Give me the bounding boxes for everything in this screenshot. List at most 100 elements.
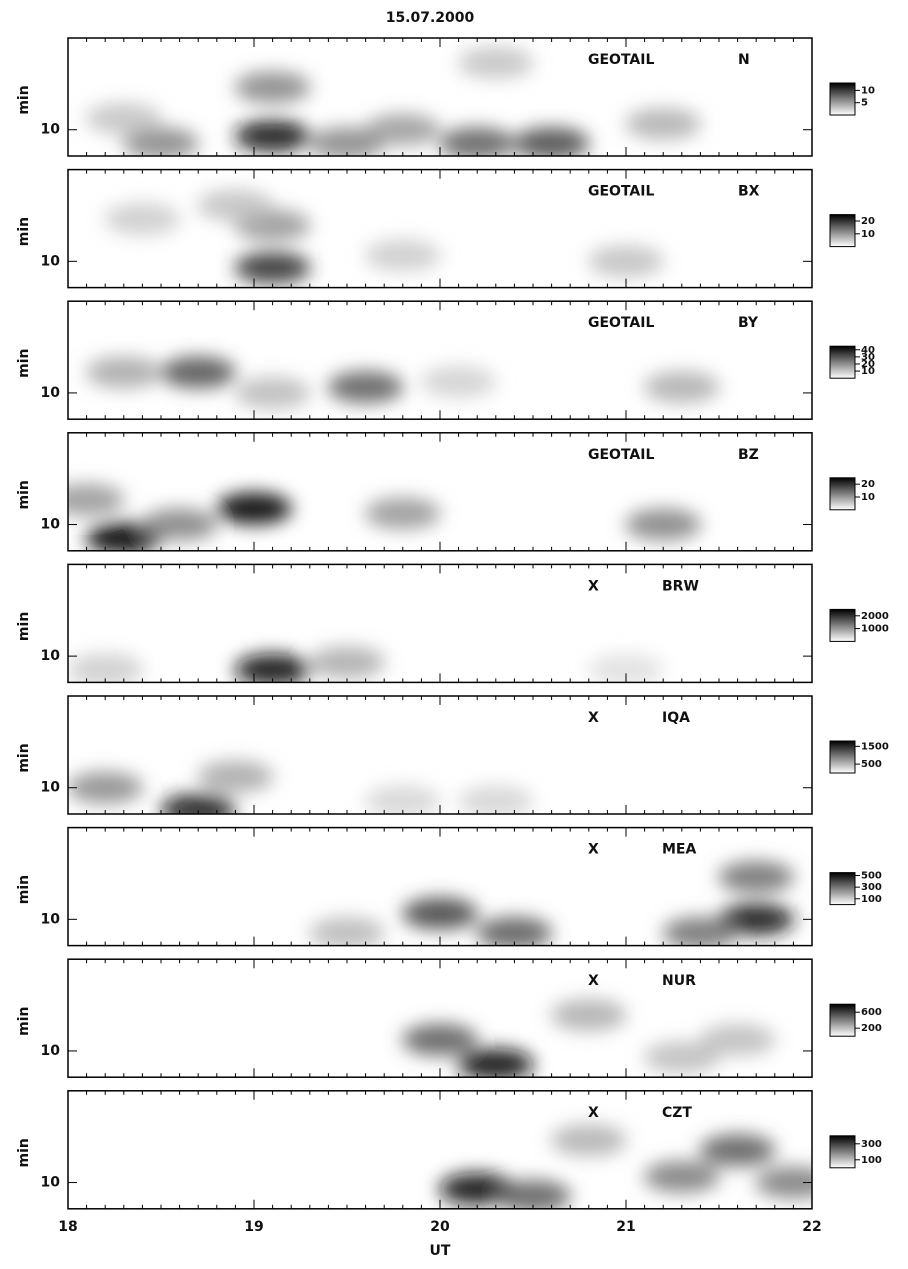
colorbar-tick-label: 10 [861, 229, 875, 240]
y-tick-label: 10 [41, 122, 61, 138]
panel-frame [67, 563, 813, 684]
heatmap-blur [85, 46, 702, 156]
intensity-peak [85, 356, 162, 389]
parameter-label: BZ [738, 447, 759, 463]
parameter-label: MEA [662, 842, 696, 858]
parameter-label: N [738, 52, 750, 68]
intensity-peak [364, 239, 441, 272]
source-label: GEOTAIL [588, 315, 654, 331]
colorbar-tick-label: 5 [861, 98, 868, 109]
x-tick-label: 21 [616, 1219, 635, 1235]
intensity-peak [68, 653, 144, 683]
intensity-peak [699, 1134, 776, 1167]
intensity-peak [68, 771, 144, 804]
intensity-peak [364, 785, 441, 814]
x-tick-label: 20 [430, 1219, 450, 1235]
y-axis-label: min [16, 612, 32, 641]
intensity-peak [216, 492, 292, 525]
intensity-peak [402, 897, 478, 930]
colorbar [829, 214, 856, 248]
intensity-peak [643, 1160, 720, 1193]
y-axis-label: min [16, 217, 32, 246]
intensity-peak [234, 71, 311, 104]
colorbar [829, 740, 856, 774]
y-axis-label: min [16, 480, 32, 509]
heatmap-blur [68, 483, 702, 551]
intensity-peak [457, 785, 534, 814]
parameter-label: BRW [662, 578, 699, 594]
intensity-peak [234, 120, 311, 153]
intensity-peak [550, 1124, 627, 1157]
intensity-peak [197, 189, 274, 222]
intensity-peak [550, 999, 627, 1032]
y-tick-label: 10 [41, 1043, 61, 1059]
intensity-peak [625, 508, 702, 541]
y-axis-label: min [16, 743, 32, 772]
colorbar [829, 82, 856, 116]
colorbar-tick-label: 10 [861, 366, 875, 377]
intensity-peak [85, 102, 162, 135]
y-tick-label: 10 [41, 385, 61, 401]
colorbar [829, 1003, 856, 1037]
colorbar-tick-label: 20 [861, 479, 875, 490]
intensity-peak [588, 653, 664, 683]
heatmap-blur [309, 861, 795, 946]
y-tick-label: 10 [41, 1175, 61, 1191]
colorbar [829, 345, 856, 379]
y-tick-label: 10 [41, 253, 61, 269]
heatmap-blur [68, 760, 534, 814]
heatmap [104, 189, 664, 284]
intensity-peak [327, 371, 404, 404]
y-tick-label: 10 [41, 517, 61, 533]
heatmap [309, 861, 795, 946]
heatmap [439, 1124, 812, 1209]
intensity-peak [309, 646, 385, 679]
intensity-peak [420, 365, 497, 398]
colorbar-tick-label: 2000 [861, 611, 889, 622]
x-tick-label: 22 [802, 1219, 821, 1235]
colorbar-tick-label: 300 [861, 1139, 882, 1150]
intensity-peak [364, 113, 441, 146]
parameter-label: CZT [662, 1105, 692, 1121]
colorbar-tick-label: 1000 [861, 624, 889, 635]
source-label: GEOTAIL [588, 184, 654, 200]
colorbar [829, 1135, 856, 1169]
colorbar-tick-label: 100 [861, 894, 882, 905]
intensity-peak [141, 508, 218, 541]
intensity-peak [457, 46, 534, 79]
intensity-peak [718, 903, 795, 936]
heatmap [85, 46, 702, 156]
colorbar-tick-label: 500 [861, 759, 882, 770]
intensity-peak [160, 356, 237, 389]
colorbar [829, 872, 856, 906]
intensity-peak [104, 203, 181, 236]
intensity-peak [439, 127, 516, 156]
heatmap [402, 999, 776, 1078]
intensity-peak [234, 251, 311, 284]
intensity-peak [718, 861, 795, 894]
heatmap [85, 356, 720, 409]
colorbar [829, 477, 856, 511]
parameter-label: NUR [662, 973, 696, 989]
x-axis-label: UT [430, 1243, 451, 1259]
source-label: X [588, 710, 599, 726]
x-tick-label: 19 [244, 1219, 263, 1235]
y-axis-label: min [16, 875, 32, 904]
source-label: GEOTAIL [588, 52, 654, 68]
intensity-peak [662, 916, 739, 946]
intensity-peak [588, 245, 664, 278]
intensity-peak [755, 1166, 812, 1199]
x-tick-label: 18 [58, 1219, 77, 1235]
heatmap-blur [104, 189, 664, 284]
colorbar-tick-label: 200 [861, 1023, 882, 1034]
y-axis-label: min [16, 349, 32, 378]
intensity-peak [234, 376, 311, 409]
parameter-label: BY [738, 315, 759, 331]
colorbar-tick-label: 10 [861, 492, 875, 503]
intensity-peak [160, 793, 237, 814]
colorbar-tick-label: 100 [861, 1155, 882, 1166]
colorbar-tick-label: 30 [861, 352, 875, 363]
intensity-peak [197, 760, 274, 793]
